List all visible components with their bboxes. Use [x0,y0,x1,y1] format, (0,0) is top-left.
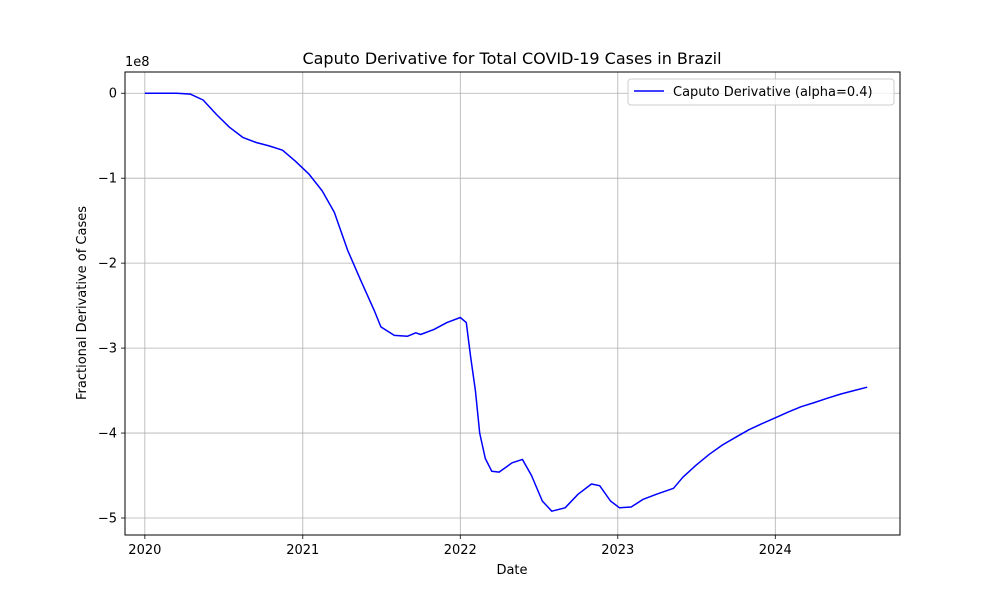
legend: Caputo Derivative (alpha=0.4) [627,78,895,106]
x-axis: 2020 2021 2022 2023 2024 [128,535,792,558]
x-tick-label: 2024 [759,543,792,558]
y-axis: 0 −1 −2 −3 −4 −5 [98,87,125,527]
y-tick-label: −2 [98,257,117,272]
grid [125,72,900,535]
plot-area [144,92,868,512]
legend-box [627,78,895,106]
x-tick-label: 2021 [286,543,319,558]
x-tick-label: 2020 [128,543,161,558]
chart-title: Caputo Derivative for Total COVID-19 Cas… [302,49,721,68]
series-line [144,92,868,512]
y-tick-label: −3 [98,342,117,357]
x-axis-label: Date [496,563,527,578]
x-tick-label: 2023 [601,543,634,558]
y-axis-label: Fractional Derivative of Cases [75,206,90,400]
y-offset-text: 1e8 [125,55,150,70]
x-tick-label: 2022 [444,543,477,558]
y-tick-label: −1 [98,172,117,187]
axes-frame [124,71,901,536]
legend-entry: Caputo Derivative (alpha=0.4) [673,85,873,100]
y-tick-label: 0 [109,87,117,102]
y-tick-label: −5 [98,512,117,527]
y-tick-label: −4 [98,427,117,442]
